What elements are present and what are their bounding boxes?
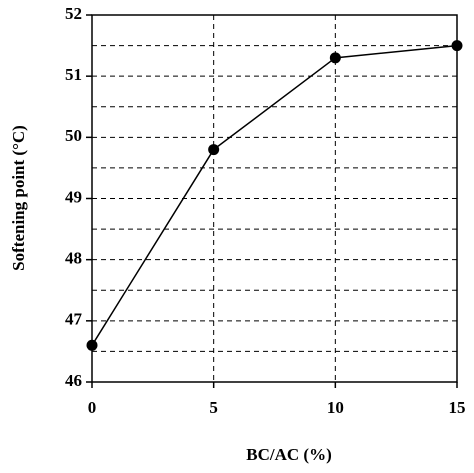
data-point [208, 144, 220, 156]
plot-frame [91, 14, 458, 383]
x-tick-label: 15 [449, 398, 466, 417]
y-tick-label: 50 [65, 126, 82, 145]
x-tick-label: 10 [327, 398, 344, 417]
x-tick-label: 5 [209, 398, 218, 417]
y-tick-label: 49 [65, 187, 82, 206]
y-tick-label: 48 [65, 249, 82, 268]
y-tick-label: 46 [65, 371, 82, 390]
y-tick-label: 47 [65, 310, 83, 329]
data-point [329, 52, 341, 64]
x-tick-label: 0 [88, 398, 97, 417]
y-axis-label: Softening point (°C) [9, 125, 28, 271]
y-tick-label: 51 [65, 65, 82, 84]
data-point [86, 339, 98, 351]
x-axis-label: BC/AC (%) [246, 445, 331, 464]
data-point [451, 40, 463, 52]
y-tick-label: 52 [65, 4, 82, 23]
data-line [91, 44, 458, 346]
